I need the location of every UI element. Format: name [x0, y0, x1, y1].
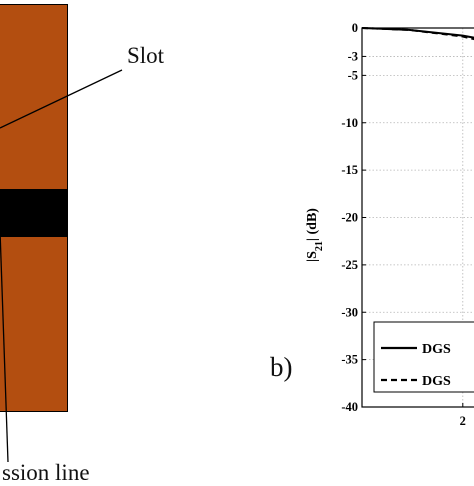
y-tick-label: -25: [341, 258, 358, 272]
y-tick-label: -10: [341, 116, 358, 130]
y-tick-label: -20: [341, 211, 358, 225]
series-lines: [361, 27, 474, 41]
legend-label: DGS: [422, 374, 451, 389]
legend: DGS DGS: [373, 321, 474, 393]
slot-label: Slot: [127, 43, 165, 68]
transmission-line-leader: [0, 229, 9, 463]
y-tick-label: 0: [352, 21, 358, 35]
substrate-strip: [0, 4, 68, 412]
x-ticks: 2: [460, 403, 466, 428]
y-tick-label: -30: [341, 305, 358, 319]
y-tick-label: -15: [341, 163, 358, 177]
y-tick-label: -5: [348, 68, 358, 82]
legend-box: [373, 321, 474, 393]
y-tick-label: -35: [341, 353, 358, 367]
series-line-solid: [361, 27, 474, 39]
y-tick-label: -3: [348, 49, 358, 63]
x-tick-label: 2: [460, 414, 466, 428]
y-ticks: 0 -3 -5 -10 -15 -20 -25 -30 -35 -40: [341, 21, 366, 414]
slot-leader-line: [0, 69, 123, 129]
y-axis-label: |S21| (dB): [305, 208, 325, 262]
legend-label: DGS: [422, 342, 451, 357]
s21-chart: 0-3-5-10-15-20-25-30-35-40 2 |S21| (dB) …: [305, 21, 474, 428]
plot-frame: [361, 27, 474, 408]
slot-band: [0, 189, 68, 237]
y-tick-label: -40: [341, 400, 358, 414]
transmission-line-label: ssion line: [2, 460, 90, 485]
panel-letter: b): [270, 352, 293, 382]
slot-diagram: Slot ssion line: [0, 0, 210, 485]
leader-lines: [0, 69, 123, 463]
